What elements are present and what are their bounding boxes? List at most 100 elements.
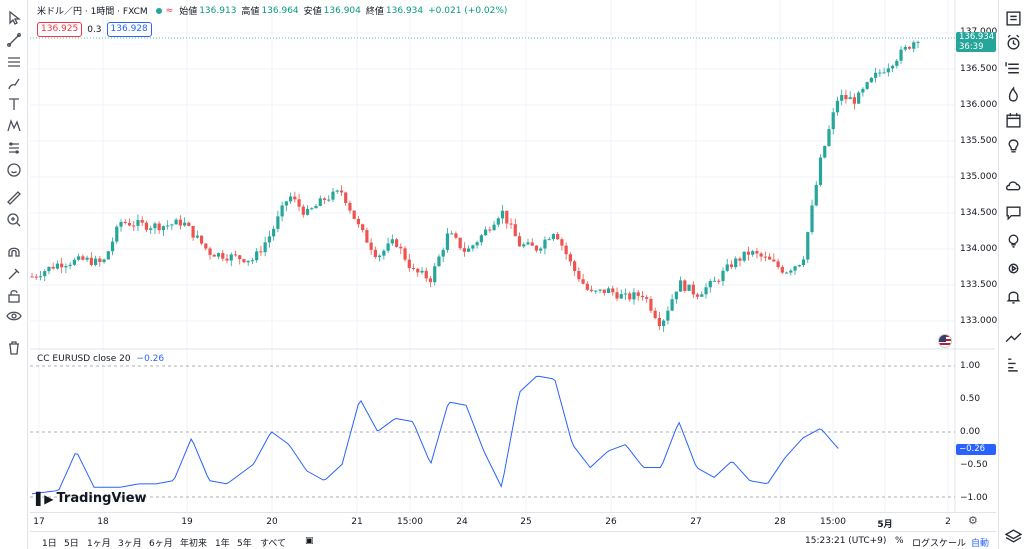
candle — [144, 220, 149, 233]
candle-body — [293, 196, 297, 200]
candle — [361, 223, 365, 233]
candle — [606, 286, 611, 294]
emoji-icon[interactable] — [3, 160, 25, 180]
candle-body — [861, 88, 865, 93]
indicator-name: CC EURUSD close 20 — [37, 354, 131, 364]
candle-body — [93, 258, 98, 265]
candle-body — [127, 222, 132, 226]
clock-time[interactable]: 15:23:21 (UTC+9) — [805, 536, 887, 546]
candle — [331, 188, 335, 203]
range-ytd-button[interactable]: 年初来 — [180, 539, 208, 549]
trading-panel-icon[interactable] — [1003, 328, 1023, 348]
candle — [276, 210, 280, 233]
us-flag-icon[interactable] — [938, 334, 952, 348]
range-5y-button[interactable]: 5年 — [237, 539, 252, 549]
eye-icon[interactable] — [3, 306, 25, 326]
indicator-legend[interactable]: CC EURUSD close 20 −0.26 — [37, 354, 164, 364]
symbol-title[interactable]: 米ドル／円 · 1時間 · FXCM — [37, 7, 148, 17]
widget-toolbar — [998, 0, 1024, 549]
zoom-in-icon[interactable] — [3, 210, 25, 230]
candle — [886, 63, 890, 77]
candle — [123, 219, 127, 225]
sell-button[interactable]: 136.925 — [37, 22, 83, 37]
symbol-legend: 米ドル／円 · 1時間 · FXCM ≈ 始値 136.913 高値 136.9… — [37, 4, 512, 18]
candle-body — [339, 190, 344, 193]
candle — [310, 207, 314, 211]
chats-icon[interactable] — [1003, 202, 1023, 222]
candle-body — [742, 251, 746, 261]
candle-body — [797, 265, 801, 267]
lock-drawings-icon[interactable] — [3, 264, 25, 284]
candle-body — [704, 287, 708, 295]
streams-icon[interactable] — [1003, 176, 1023, 196]
auto-scale-toggle[interactable]: 自動 — [971, 539, 990, 549]
notifications-icon[interactable] — [1003, 286, 1023, 306]
lock-icon[interactable] — [3, 286, 25, 306]
cursor-icon[interactable] — [3, 8, 25, 28]
candle-body — [632, 292, 636, 300]
layers-icon[interactable] — [1003, 526, 1023, 546]
percent-toggle[interactable]: % — [895, 536, 904, 546]
candle-body — [221, 253, 225, 259]
candle — [598, 289, 602, 294]
hotlist-icon[interactable] — [1003, 84, 1023, 104]
trend-line-icon[interactable] — [3, 30, 25, 50]
range-1m-button[interactable]: 1ヶ月 — [87, 539, 111, 549]
gear-icon[interactable]: ⚙ — [968, 514, 978, 527]
candle-body — [878, 72, 882, 74]
text-icon[interactable] — [3, 94, 25, 114]
candle — [369, 238, 373, 255]
watchlist-icon[interactable] — [1003, 8, 1023, 28]
ruler-icon[interactable] — [3, 188, 25, 208]
candle-body — [844, 94, 848, 100]
brush-icon[interactable] — [3, 74, 25, 94]
buy-button[interactable]: 136.928 — [106, 22, 152, 37]
candle-body — [132, 225, 136, 227]
candle — [378, 254, 382, 262]
high-value: 136.964 — [261, 5, 299, 16]
candle-body — [212, 254, 216, 257]
trash-icon[interactable] — [3, 338, 25, 358]
candle — [89, 252, 93, 267]
calendar-icon[interactable] — [1003, 110, 1023, 130]
tradingview-logo[interactable]: ▌▶ TradingView — [36, 491, 147, 506]
candle-body — [602, 289, 606, 293]
alarm-clock-icon[interactable] — [1003, 32, 1023, 52]
candle — [153, 221, 157, 235]
range-6m-button[interactable]: 6ヶ月 — [149, 539, 173, 549]
indicator-tick: 1.00 — [960, 361, 981, 371]
date-range-icon[interactable]: ▣ — [305, 536, 314, 546]
candle-body — [195, 235, 199, 238]
candle — [166, 220, 170, 230]
candle-body — [912, 42, 916, 49]
candle-body — [687, 284, 691, 291]
prediction-icon[interactable] — [3, 138, 25, 158]
pattern-icon[interactable] — [3, 116, 25, 136]
magnet-icon[interactable] — [3, 242, 25, 262]
range-3m-button[interactable]: 3ヶ月 — [118, 539, 142, 549]
broadcast-icon[interactable] — [1003, 258, 1023, 278]
time-tick: 26 — [605, 517, 617, 527]
change-value: +0.021 (+0.02%) — [428, 5, 508, 16]
log-scale-toggle[interactable]: ログスケール — [912, 539, 967, 549]
candle — [823, 145, 827, 159]
candle-body — [517, 236, 522, 247]
candle-body — [263, 242, 267, 253]
candle-body — [691, 284, 695, 295]
fib-retracement-icon[interactable] — [3, 52, 25, 72]
time-tick: 28 — [774, 517, 786, 527]
range-1y-button[interactable]: 1年 — [215, 539, 230, 549]
candle-body — [695, 294, 700, 297]
ideas-icon[interactable] — [1003, 136, 1023, 156]
dom-icon[interactable] — [1003, 354, 1023, 374]
range-all-button[interactable]: すべて — [260, 539, 287, 549]
data-window-icon[interactable] — [1003, 58, 1023, 78]
candle — [420, 267, 424, 275]
range-1d-button[interactable]: 1日 — [42, 539, 57, 549]
time-axis[interactable]: 17 18 19 20 21 15:00 24 25 26 27 28 15:0… — [30, 512, 996, 530]
range-5d-button[interactable]: 5日 — [64, 539, 79, 549]
price-tick: 134.500 — [960, 208, 998, 218]
candle-body — [72, 259, 76, 265]
idea-bulb-icon[interactable] — [1003, 230, 1023, 250]
